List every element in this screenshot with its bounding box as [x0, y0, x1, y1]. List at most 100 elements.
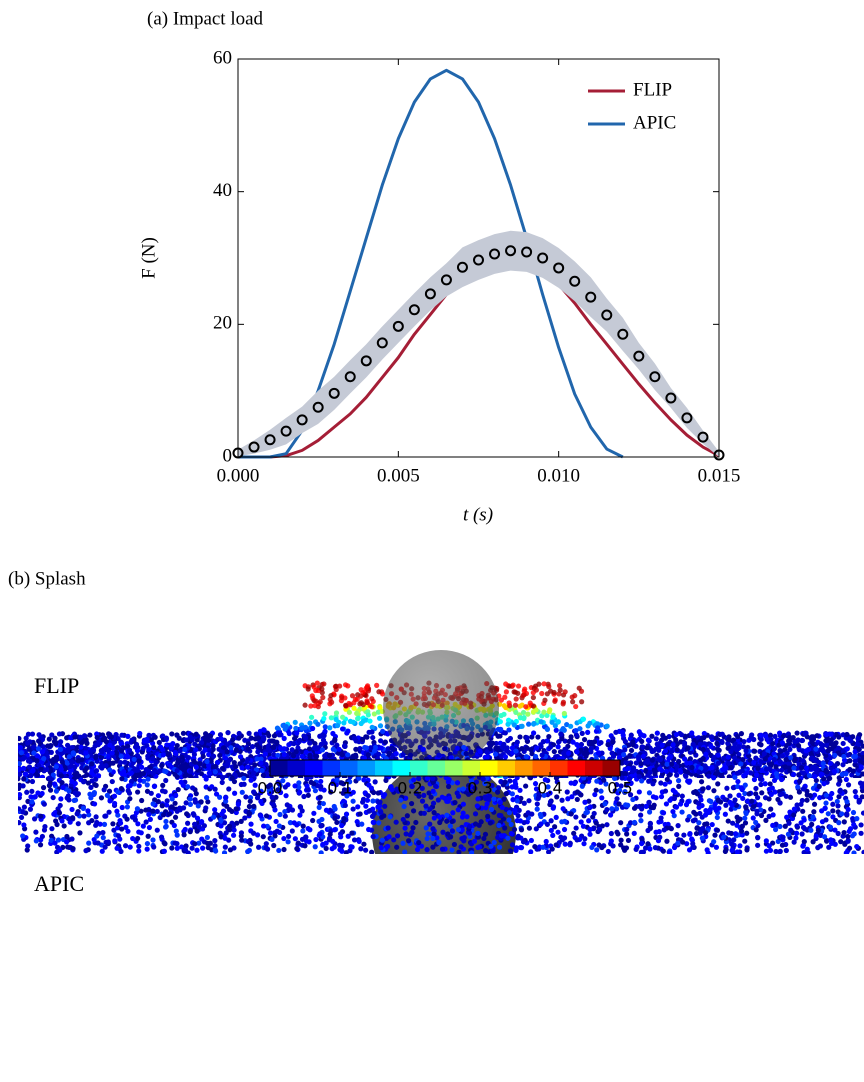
particle: [830, 808, 835, 813]
particle: [409, 801, 414, 806]
particle: [141, 746, 146, 751]
particle: [135, 789, 140, 794]
particle: [367, 718, 372, 723]
particle: [247, 804, 252, 809]
particle: [703, 830, 708, 835]
y-tick-label: 60: [213, 47, 232, 68]
particle: [162, 849, 167, 854]
particle: [312, 703, 317, 708]
particle: [230, 776, 235, 781]
particle: [27, 759, 32, 764]
particle: [210, 743, 215, 748]
particle: [422, 811, 427, 816]
particle: [575, 797, 580, 802]
particle: [526, 722, 531, 727]
particle: [402, 804, 407, 809]
particle: [557, 683, 562, 688]
particle: [852, 831, 857, 836]
particle: [364, 735, 369, 740]
particle: [220, 766, 225, 771]
particle: [511, 682, 516, 687]
particle: [436, 840, 441, 845]
particle: [800, 798, 805, 803]
particle: [823, 768, 828, 773]
particle: [504, 689, 509, 694]
particle: [819, 772, 824, 777]
particle: [660, 733, 665, 738]
particle: [343, 703, 348, 708]
particle: [20, 833, 25, 838]
particle: [332, 827, 337, 832]
particle: [700, 836, 705, 841]
particle: [286, 742, 291, 747]
particle: [523, 704, 528, 709]
particle: [732, 775, 737, 780]
particle: [341, 816, 346, 821]
particle: [787, 735, 792, 740]
particle: [519, 724, 524, 729]
particle: [92, 801, 97, 806]
particle: [411, 808, 416, 813]
particle: [598, 740, 603, 745]
particle: [626, 838, 631, 843]
particle: [431, 789, 436, 794]
particle: [580, 731, 585, 736]
particle: [280, 723, 285, 728]
particle: [804, 798, 809, 803]
particle: [152, 784, 157, 789]
particle: [535, 807, 540, 812]
particle: [831, 744, 836, 749]
particle: [520, 693, 525, 698]
particle: [361, 719, 366, 724]
particle: [81, 779, 86, 784]
particle: [313, 844, 318, 849]
particle: [561, 726, 566, 731]
particle: [376, 790, 381, 795]
particle: [841, 830, 846, 835]
particle: [340, 726, 345, 731]
particle: [394, 751, 399, 756]
particle: [526, 798, 531, 803]
particle: [22, 805, 27, 810]
particle: [268, 830, 273, 835]
particle: [103, 763, 108, 768]
particle: [841, 741, 846, 746]
particle: [703, 752, 708, 757]
particle: [59, 767, 64, 772]
particle: [446, 784, 451, 789]
particle: [297, 738, 302, 743]
particle: [332, 806, 337, 811]
particle: [549, 828, 554, 833]
particle: [182, 773, 187, 778]
particle: [137, 731, 142, 736]
particle: [622, 848, 627, 853]
particle: [101, 835, 106, 840]
particle: [613, 730, 618, 735]
particle: [164, 742, 169, 747]
particle: [800, 758, 805, 763]
particle: [851, 754, 856, 759]
particle: [57, 731, 62, 736]
particle: [836, 831, 841, 836]
particle: [835, 803, 840, 808]
particle: [690, 841, 695, 846]
particle: [151, 844, 156, 849]
particle: [275, 829, 280, 834]
particle: [539, 691, 544, 696]
particle: [314, 754, 319, 759]
particle: [315, 722, 320, 727]
particle: [701, 735, 706, 740]
particle: [282, 736, 287, 741]
particle: [650, 748, 655, 753]
particle: [791, 812, 796, 817]
particle: [623, 760, 628, 765]
particle: [594, 779, 599, 784]
particle: [192, 841, 197, 846]
particle: [609, 838, 614, 843]
particle: [518, 818, 523, 823]
particle: [826, 811, 831, 816]
particle: [25, 740, 30, 745]
particle: [291, 741, 296, 746]
particle: [67, 754, 72, 759]
particle: [802, 839, 807, 844]
